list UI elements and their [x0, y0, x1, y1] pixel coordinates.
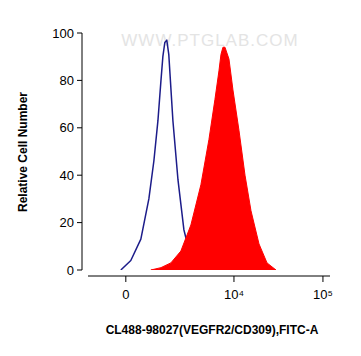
watermark: WWW.PTGLAB.COM	[121, 31, 298, 50]
y-tick-label: 40	[60, 168, 74, 183]
x-tick	[125, 276, 126, 282]
x-axis	[88, 276, 330, 277]
chart: WWW.PTGLAB.COM 0 20 40 60 80 100 0 10⁴ 10⁵ CL488-9…	[0, 0, 361, 356]
y-tick	[77, 222, 82, 223]
y-tick-label: 80	[60, 73, 74, 88]
x-tick	[322, 276, 323, 282]
y-axis-label: Relative Cell Number	[16, 92, 30, 212]
y-tick	[77, 270, 82, 271]
y-tick-label: 60	[60, 120, 74, 135]
y-tick-label: 20	[60, 215, 74, 230]
x-tick-label: 10⁵	[313, 287, 333, 302]
y-tick-label: 0	[67, 263, 74, 278]
y-tick	[77, 33, 82, 34]
x-tick-label: 0	[122, 287, 129, 302]
x-tick	[233, 276, 234, 282]
y-tick	[77, 175, 82, 176]
y-tick-label: 100	[52, 26, 74, 41]
y-tick	[77, 80, 82, 81]
histogram-area	[151, 47, 276, 270]
y-axis	[82, 33, 83, 270]
x-tick-label: 10⁴	[224, 287, 244, 302]
x-axis-label: CL488-98027(VEGFR2/CD309),FITC-A	[106, 323, 319, 337]
plot-area	[121, 40, 276, 270]
y-tick	[77, 127, 82, 128]
